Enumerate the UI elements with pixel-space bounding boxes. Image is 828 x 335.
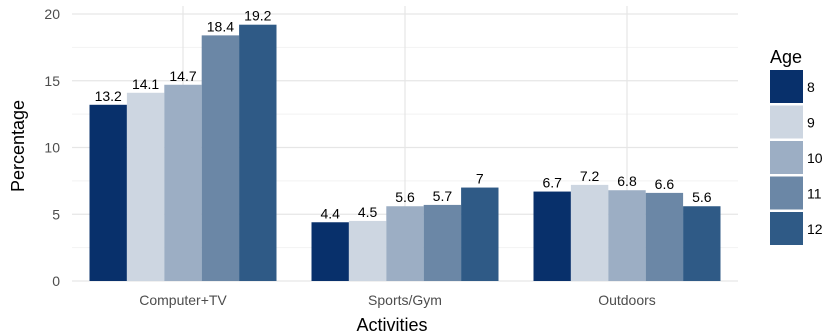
legend-items: 8 9 10 11 12 [770,70,823,245]
bar [348,220,387,281]
legend-swatch [770,141,803,174]
legend-swatch [770,212,803,245]
bar-value-label: 19.2 [244,8,271,24]
bar-value-label: 18.4 [207,18,234,34]
legend-title: Age [770,47,802,67]
y-axis-title: Percentage [8,100,28,192]
legend-label: 8 [807,79,815,95]
bars [89,24,721,282]
bar [311,222,349,281]
bar [461,187,499,281]
y-tick-label: 5 [52,206,60,222]
bar-value-label: 5.7 [433,188,453,204]
bar [645,192,684,281]
bar-value-label: 6.7 [542,175,562,191]
legend: Age 8 9 10 11 12 [770,47,823,245]
y-tick-label: 10 [44,140,60,156]
y-axis: 0 5 10 15 20 [44,6,60,289]
bar [423,204,462,281]
bar [570,184,609,281]
y-tick-label: 0 [52,273,60,289]
bar-value-label: 5.6 [692,189,712,205]
bar-value-label: 14.1 [132,76,159,92]
x-axis-title: Activities [356,315,427,335]
bar [239,24,277,281]
bar-value-label: 13.2 [95,88,122,104]
data-labels: 13.2 14.1 14.7 18.4 19.2 4.4 4.5 5.6 5.7 7 6.7 7.2 6… [95,8,712,222]
bar [683,206,721,281]
y-tick-label: 20 [44,6,60,22]
bar [164,84,202,281]
bar [533,191,571,281]
bar [386,206,424,281]
x-tick-label: Outdoors [598,292,656,308]
y-tick-label: 15 [44,73,60,89]
legend-label: 10 [807,150,823,166]
bar-value-label: 7 [476,171,484,187]
legend-label: 9 [807,115,815,131]
legend-label: 12 [807,221,823,237]
legend-swatch [770,105,803,139]
legend-swatch [770,176,803,210]
legend-swatch [770,70,803,103]
bar-value-label: 4.5 [358,204,378,220]
bar [608,190,646,281]
plot-area: 13.2 14.1 14.7 18.4 19.2 4.4 4.5 5.6 5.7 7 6.7 7.2 6… [72,6,738,282]
x-tick-label: Sports/Gym [368,292,442,308]
bar-value-label: 4.4 [320,205,340,221]
bar-value-label: 5.6 [395,189,415,205]
legend-label: 11 [807,186,822,202]
bar [126,92,165,281]
bar-value-label: 6.8 [617,173,637,189]
bar [201,35,240,282]
x-axis: Computer+TV Sports/Gym Outdoors [139,292,656,308]
bar-value-label: 7.2 [580,168,600,184]
bar-value-label: 14.7 [169,68,196,84]
x-tick-label: Computer+TV [139,292,227,308]
bar [89,104,127,281]
bar-value-label: 6.6 [655,176,675,192]
